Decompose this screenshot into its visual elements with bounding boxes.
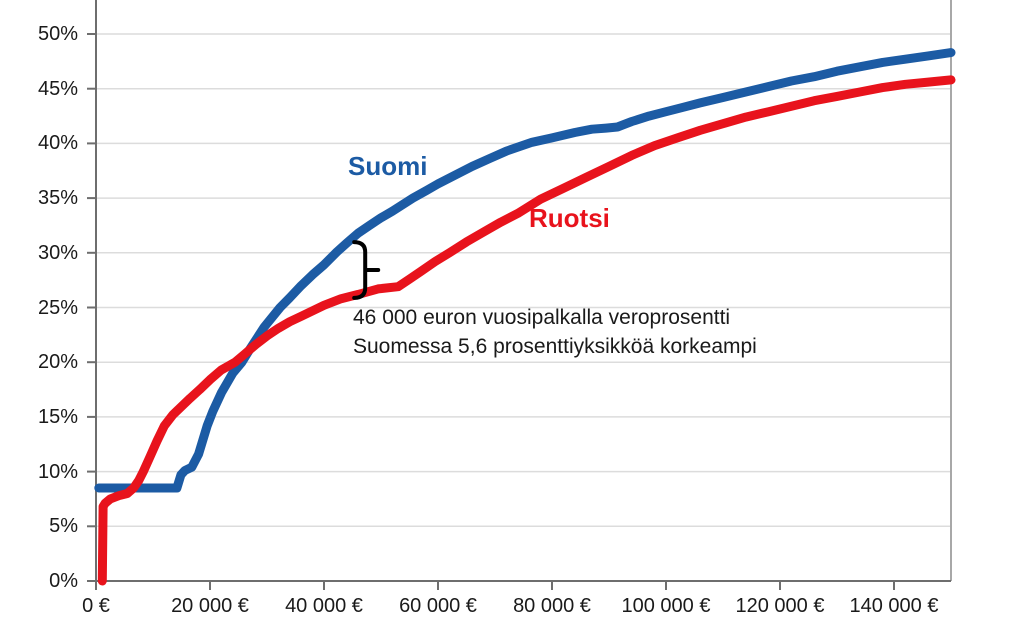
y-axis-tick-label: 5%: [49, 515, 78, 538]
y-axis-tick-label: 45%: [37, 77, 78, 100]
y-axis-tick-label: 10%: [37, 460, 78, 483]
y-axis-tick-label: 20%: [37, 351, 78, 374]
x-axis-tick-label: 0 €: [82, 595, 110, 617]
x-axis-tick-label: 100 000 €: [621, 595, 711, 617]
y-axis-tick-label: 25%: [37, 296, 78, 319]
series-label-suomi: Suomi: [348, 151, 428, 181]
x-axis-tick-label: 80 000 €: [513, 595, 591, 617]
y-axis-tick-label: 0%: [49, 570, 78, 592]
y-axis-tick-label: 30%: [37, 241, 78, 264]
y-axis-tick-label: 35%: [37, 187, 78, 210]
x-axis-tick-label: 60 000 €: [399, 595, 477, 617]
series-line-ruotsi: [97, 75, 956, 586]
annotation-text: 46 000 euron vuosipalkalla veroprosentti…: [353, 303, 757, 361]
y-axis-tick-label: 50%: [37, 23, 78, 45]
y-axis-tick-label: 15%: [37, 405, 78, 428]
series-label-ruotsi: Ruotsi: [529, 203, 610, 233]
y-axis-tick-label: 40%: [37, 132, 78, 155]
x-axis-tick-label: 140 000 €: [849, 595, 939, 617]
annotation-line-1: 46 000 euron vuosipalkalla veroprosentti: [353, 306, 731, 329]
x-axis-tick-label: 20 000 €: [171, 595, 249, 617]
x-axis-tick-label: 40 000 €: [285, 595, 363, 617]
difference-brace: [352, 240, 381, 300]
annotation-line-2: Suomessa 5,6 prosenttiyksikköä korkeampi: [353, 335, 757, 358]
series-line-suomi: [94, 48, 956, 493]
x-axis-tick-label: 120 000 €: [735, 595, 825, 617]
